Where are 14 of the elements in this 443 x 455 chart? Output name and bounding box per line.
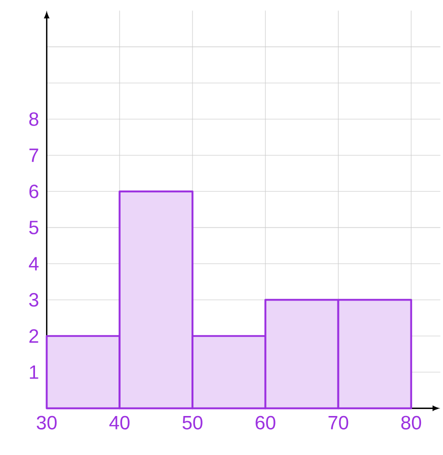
y-tick-label: 1 (30, 366, 38, 379)
y-tick-label: 7 (29, 148, 38, 162)
y-tick-label: 3 (29, 293, 38, 307)
x-tick-label: 80 (401, 416, 422, 430)
y-tick-label: 2 (29, 329, 38, 343)
x-tick-label: 60 (256, 416, 276, 430)
y-tick-label: 8 (29, 112, 38, 126)
x-tick-label: 50 (182, 416, 202, 430)
x-tick-label: 40 (109, 416, 130, 430)
y-tick-label: 5 (29, 220, 38, 234)
y-tick-label: 6 (29, 184, 38, 198)
y-tick-label: 4 (28, 257, 39, 270)
x-tick-label: 30 (36, 416, 57, 430)
x-tick-label: 70 (328, 416, 348, 430)
